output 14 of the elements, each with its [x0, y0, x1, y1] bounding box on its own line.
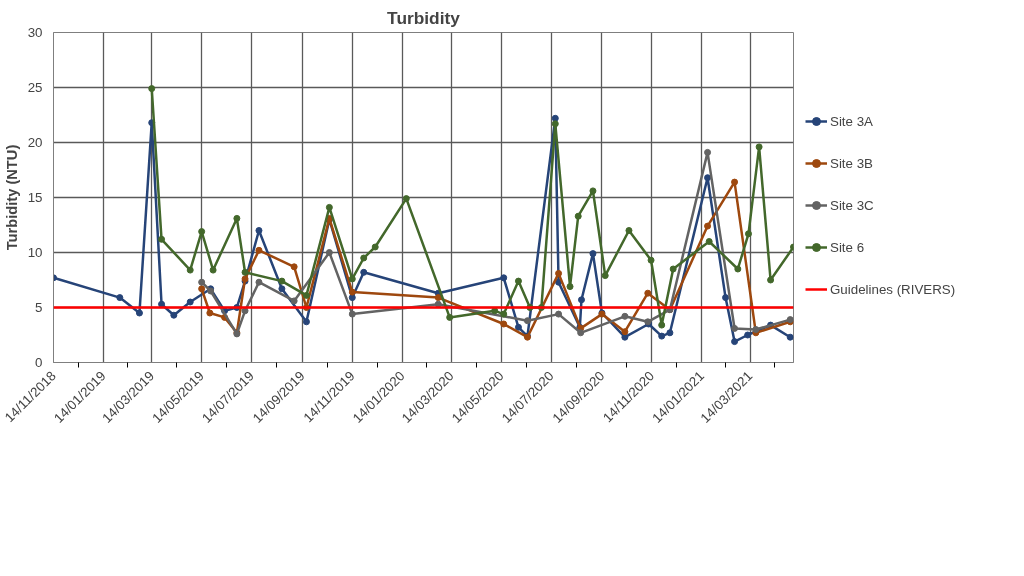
legend-label: Site 6	[830, 239, 865, 255]
y-tick-label: 25	[27, 80, 43, 95]
y-tick-label: 10	[27, 245, 43, 260]
legend-label: Guidelines (RIVERS)	[830, 281, 956, 297]
y-tick-label: 20	[27, 135, 43, 150]
y-axis-title: Turbidity (NTU)	[3, 144, 20, 251]
y-tick-label: 15	[27, 190, 43, 205]
y-tick-label: 0	[35, 355, 43, 370]
legend-label: Site 3C	[830, 197, 874, 213]
legend-label: Site 3B	[830, 155, 873, 171]
y-tick-label: 30	[27, 25, 43, 40]
legend-label: Site 3A	[830, 113, 873, 129]
chart-title: Turbidity	[387, 7, 461, 28]
y-tick-label: 5	[35, 300, 43, 315]
